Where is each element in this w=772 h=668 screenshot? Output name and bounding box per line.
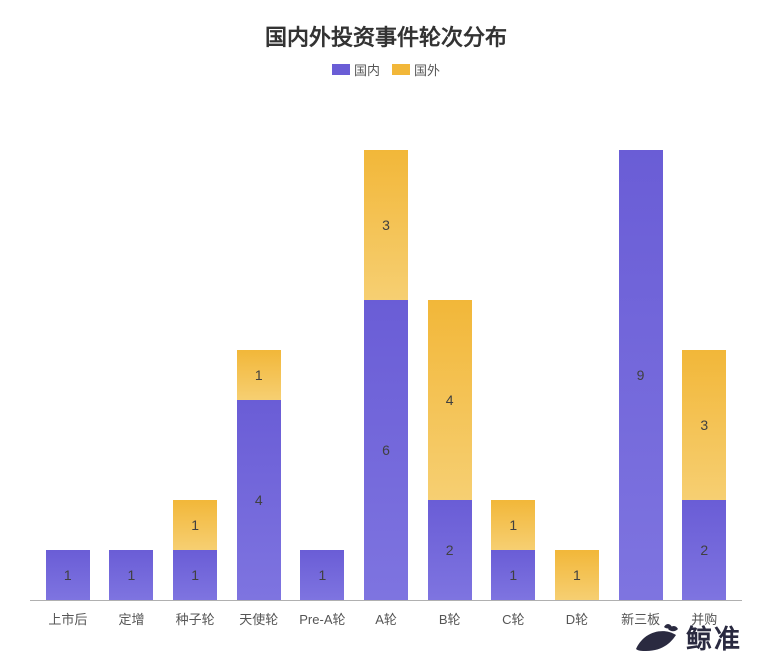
bar-segment-domestic: 1: [109, 550, 153, 600]
category: 1: [36, 89, 100, 600]
bar-segment-domestic: 1: [300, 550, 344, 600]
legend-item-domestic: 国内: [332, 60, 380, 79]
bar-stack: 1: [46, 89, 90, 600]
chart-title: 国内外投资事件轮次分布: [30, 20, 742, 52]
category: 1: [545, 89, 609, 600]
legend: 国内 国外: [30, 60, 742, 79]
bar-segment-foreign: 3: [364, 150, 408, 300]
bar-segment-domestic: 4: [237, 400, 281, 600]
category: 11: [163, 89, 227, 600]
category: 9: [609, 89, 673, 600]
x-label: 上市后: [36, 609, 100, 628]
x-label: 天使轮: [227, 609, 291, 628]
bar-stack: 1: [555, 89, 599, 600]
category: 11: [481, 89, 545, 600]
bar-segment-domestic: 1: [173, 550, 217, 600]
bar-segment-foreign: 3: [682, 350, 726, 500]
bar-stack: 1: [109, 89, 153, 600]
legend-swatch-domestic: [332, 64, 350, 75]
legend-label-foreign: 国外: [414, 60, 440, 79]
bar-segment-domestic: 2: [428, 500, 472, 600]
bar-segment-domestic: 6: [364, 300, 408, 600]
bar-segment-foreign: 4: [428, 300, 472, 500]
x-label: B轮: [418, 609, 482, 628]
logo: 鲸准: [634, 619, 742, 656]
bar-stack: 63: [364, 89, 408, 600]
bar-stack: 1: [300, 89, 344, 600]
legend-label-domestic: 国内: [354, 60, 380, 79]
plot-area: 11114116324111923: [30, 89, 742, 600]
x-label: D轮: [545, 609, 609, 628]
whale-icon: [634, 621, 678, 655]
category: 1: [291, 89, 355, 600]
x-label: Pre-A轮: [291, 609, 355, 628]
category: 1: [100, 89, 164, 600]
category: 63: [354, 89, 418, 600]
bar-stack: 11: [173, 89, 217, 600]
bar-stack: 23: [682, 89, 726, 600]
legend-swatch-foreign: [392, 64, 410, 75]
x-label: 种子轮: [163, 609, 227, 628]
bar-segment-domestic: 9: [619, 150, 663, 600]
x-label: C轮: [481, 609, 545, 628]
bar-stack: 24: [428, 89, 472, 600]
bar-segment-domestic: 1: [46, 550, 90, 600]
bar-segment-foreign: 1: [555, 550, 599, 600]
legend-item-foreign: 国外: [392, 60, 440, 79]
bar-stack: 9: [619, 89, 663, 600]
category: 23: [672, 89, 736, 600]
x-label: A轮: [354, 609, 418, 628]
category: 41: [227, 89, 291, 600]
bar-stack: 11: [491, 89, 535, 600]
bar-stack: 41: [237, 89, 281, 600]
chart-container: 国内外投资事件轮次分布 国内 国外 11114116324111923 上市后定…: [0, 0, 772, 668]
bar-segment-foreign: 1: [491, 500, 535, 550]
logo-text: 鲸准: [686, 619, 742, 656]
x-label: 定增: [100, 609, 164, 628]
category: 24: [418, 89, 482, 600]
bar-segment-domestic: 2: [682, 500, 726, 600]
bar-segment-foreign: 1: [237, 350, 281, 400]
bar-segment-foreign: 1: [173, 500, 217, 550]
bar-segment-domestic: 1: [491, 550, 535, 600]
